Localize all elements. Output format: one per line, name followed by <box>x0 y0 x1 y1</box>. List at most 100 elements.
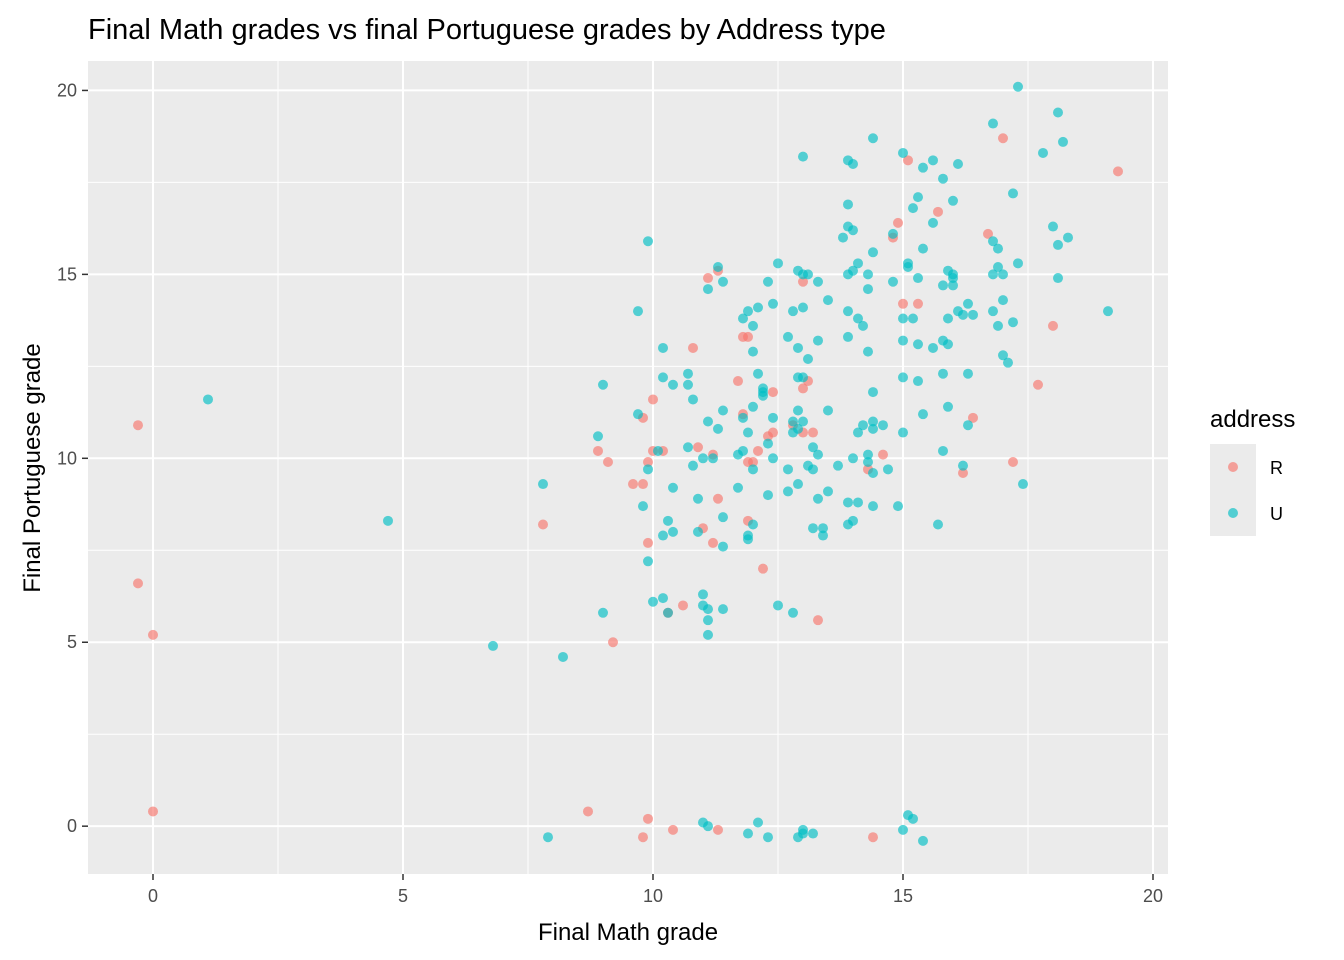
data-point-r <box>798 276 808 287</box>
data-point-u <box>688 460 698 471</box>
data-point-u <box>733 482 743 493</box>
data-point-u <box>663 515 673 526</box>
data-point-u <box>763 832 773 843</box>
data-point-u <box>703 615 713 626</box>
data-point-u <box>698 589 708 600</box>
data-point-u <box>718 541 728 552</box>
plot-panel <box>88 61 1168 874</box>
data-point-u <box>718 405 728 416</box>
data-point-u <box>918 243 928 254</box>
data-point-u <box>1048 221 1058 232</box>
data-point-u <box>598 607 608 618</box>
data-point-r <box>743 331 753 342</box>
data-point-u <box>383 515 393 526</box>
data-point-u <box>813 276 823 287</box>
data-point-r <box>538 519 548 530</box>
data-point-r <box>628 479 638 490</box>
data-point-u <box>1058 136 1068 147</box>
data-point-u <box>948 269 958 280</box>
data-point-u <box>963 298 973 309</box>
data-point-u <box>968 309 978 320</box>
data-point-u <box>928 342 938 353</box>
data-point-u <box>748 346 758 357</box>
data-points <box>133 81 1123 846</box>
data-point-u <box>848 225 858 236</box>
data-point-r <box>878 449 888 460</box>
data-point-u <box>908 203 918 214</box>
data-point-r <box>768 387 778 398</box>
data-point-u <box>913 376 923 387</box>
data-point-u <box>768 453 778 464</box>
data-point-u <box>938 368 948 379</box>
data-point-u <box>948 195 958 206</box>
data-point-u <box>898 427 908 438</box>
data-point-r <box>983 228 993 239</box>
data-point-u <box>1013 258 1023 269</box>
data-point-u <box>943 313 953 324</box>
data-point-r <box>713 824 723 835</box>
data-point-u <box>938 280 948 291</box>
data-point-u <box>858 320 868 331</box>
data-point-r <box>668 824 678 835</box>
data-point-u <box>958 309 968 320</box>
data-point-r <box>688 342 698 353</box>
data-point-u <box>598 379 608 390</box>
data-point-u <box>718 276 728 287</box>
data-point-u <box>798 828 808 839</box>
x-tick-label: 10 <box>643 886 663 906</box>
data-point-u <box>643 556 653 567</box>
data-point-r <box>643 456 653 467</box>
data-point-u <box>703 604 713 615</box>
data-point-r <box>638 832 648 843</box>
data-point-u <box>853 427 863 438</box>
data-point-u <box>843 306 853 317</box>
data-point-u <box>838 232 848 243</box>
data-point-u <box>848 515 858 526</box>
data-point-u <box>813 493 823 504</box>
data-point-u <box>993 262 1003 273</box>
data-point-r <box>733 376 743 387</box>
data-point-u <box>543 832 553 843</box>
data-point-r <box>893 217 903 228</box>
data-point-u <box>848 453 858 464</box>
chart-title: Final Math grades vs final Portuguese gr… <box>88 14 886 46</box>
data-point-u <box>938 445 948 456</box>
data-point-u <box>898 372 908 383</box>
data-point-u <box>1008 317 1018 328</box>
data-point-u <box>808 523 818 534</box>
data-point-r <box>758 563 768 574</box>
y-tick-label: 10 <box>57 448 77 468</box>
data-point-u <box>788 306 798 317</box>
data-point-u <box>743 828 753 839</box>
legend-symbol-u <box>1228 508 1238 518</box>
data-point-u <box>668 379 678 390</box>
data-point-u <box>898 147 908 158</box>
x-tick-label: 5 <box>398 886 408 906</box>
data-point-u <box>958 460 968 471</box>
data-point-u <box>758 383 768 394</box>
data-point-u <box>753 302 763 313</box>
legend: address RU <box>1210 406 1295 536</box>
data-point-u <box>903 262 913 273</box>
data-point-u <box>658 342 668 353</box>
data-point-u <box>788 607 798 618</box>
x-tick-label: 15 <box>893 886 913 906</box>
data-point-r <box>968 412 978 423</box>
data-point-u <box>658 530 668 541</box>
data-point-u <box>773 258 783 269</box>
data-point-u <box>743 427 753 438</box>
data-point-u <box>878 420 888 431</box>
data-point-u <box>738 412 748 423</box>
data-point-u <box>933 519 943 530</box>
data-point-u <box>1053 239 1063 250</box>
data-point-u <box>743 530 753 541</box>
data-point-u <box>888 228 898 239</box>
data-point-u <box>843 497 853 508</box>
axis-ticks: 0 5 10 15 20 0 5 10 15 20 <box>57 80 1163 906</box>
data-point-r <box>913 298 923 309</box>
data-point-u <box>913 273 923 284</box>
data-point-u <box>798 372 808 383</box>
major-gridlines <box>88 61 1168 874</box>
data-point-u <box>738 313 748 324</box>
data-point-u <box>863 346 873 357</box>
